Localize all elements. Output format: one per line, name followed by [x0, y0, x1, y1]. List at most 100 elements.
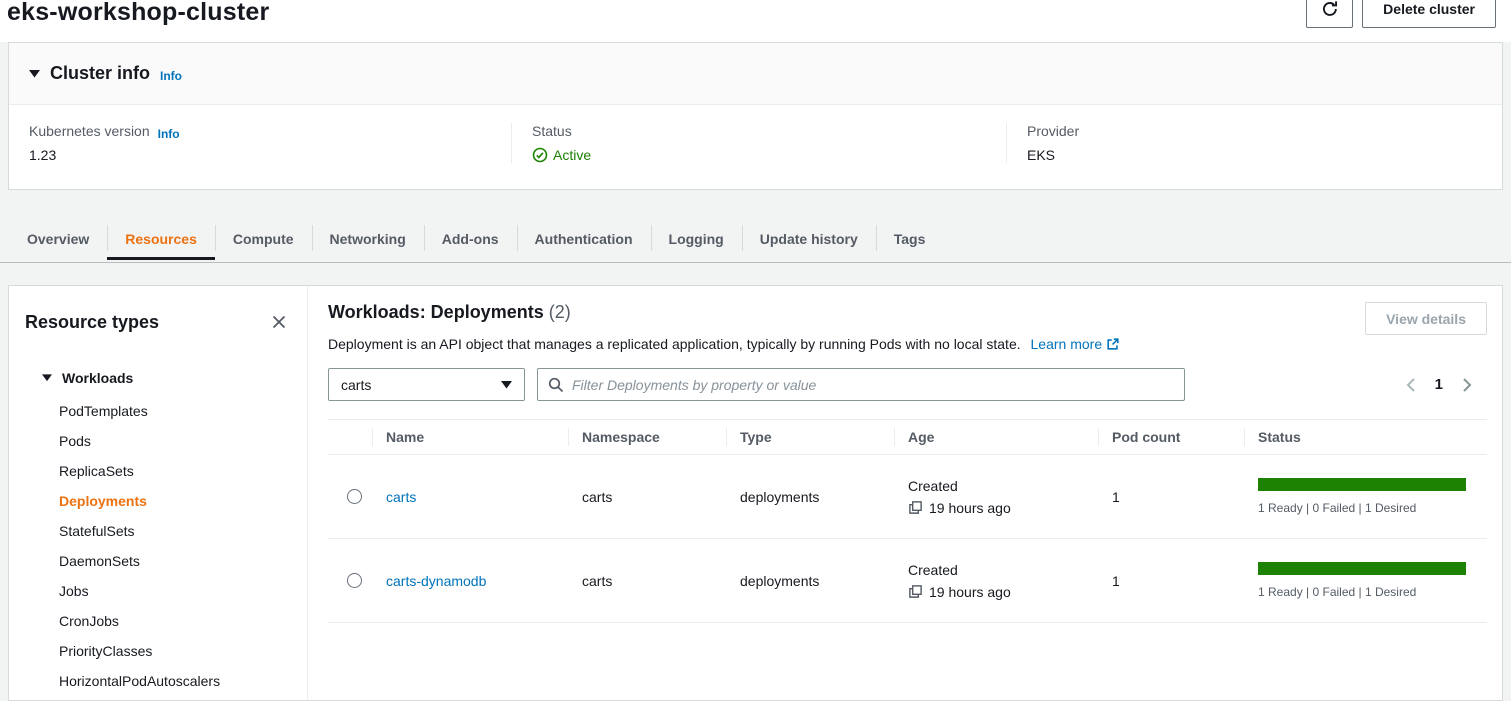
cell-type: deployments [726, 539, 894, 623]
tab-networking[interactable]: Networking [312, 215, 424, 262]
tab-update-history[interactable]: Update history [742, 215, 876, 262]
tab-authentication[interactable]: Authentication [517, 215, 651, 262]
sidebar-item-pods[interactable]: Pods [9, 426, 307, 456]
header-actions: Delete cluster [1306, 0, 1496, 28]
external-link-icon [1106, 337, 1120, 351]
chevron-left-icon [1405, 377, 1417, 393]
deployments-table: Name Namespace Type Age Pod count Status… [328, 419, 1487, 623]
resource-types-title: Resource types [25, 312, 159, 333]
selection-column-header [328, 420, 372, 455]
cell-status: 1 Ready | 0 Failed | 1 Desired [1244, 539, 1487, 623]
cluster-tabs: Overview Resources Compute Networking Ad… [0, 215, 1511, 263]
provider-label: Provider [1027, 123, 1079, 139]
copy-icon[interactable] [908, 584, 923, 599]
cell-status: 1 Ready | 0 Failed | 1 Desired [1244, 455, 1487, 539]
sidebar-item-deployments[interactable]: Deployments [9, 486, 307, 516]
sidebar-item-podtemplates[interactable]: PodTemplates [9, 396, 307, 426]
sidebar-item-cronjobs[interactable]: CronJobs [9, 606, 307, 636]
page-header: eks-workshop-cluster Delete cluster [0, 0, 1511, 42]
chevron-down-icon [42, 374, 52, 382]
deployments-panel: Workloads: Deployments (2) Deployment is… [308, 286, 1502, 700]
cell-age: Created 19 hours ago [894, 539, 1098, 623]
tab-compute[interactable]: Compute [215, 215, 312, 262]
column-header-pod-count: Pod count [1098, 420, 1244, 455]
page-title: eks-workshop-cluster [7, 0, 269, 27]
cell-type: deployments [726, 455, 894, 539]
column-header-age: Age [894, 420, 1098, 455]
status-caption: 1 Ready | 0 Failed | 1 Desired [1258, 501, 1477, 515]
column-header-name: Name [372, 420, 568, 455]
sidebar-item-statefulsets[interactable]: StatefulSets [9, 516, 307, 546]
delete-cluster-button[interactable]: Delete cluster [1362, 0, 1496, 28]
search-icon [548, 377, 564, 393]
deployments-description: Deployment is an API object that manages… [328, 334, 1120, 354]
resource-types-panel: Resource types Workloads PodTemplates Po… [9, 286, 308, 700]
sidebar-item-replicasets[interactable]: ReplicaSets [9, 456, 307, 486]
learn-more-link[interactable]: Learn more [1031, 334, 1121, 354]
status-progress-bar [1258, 562, 1466, 575]
cell-pod-count: 1 [1098, 455, 1244, 539]
status-label: Status [532, 123, 572, 139]
table-header-row: Name Namespace Type Age Pod count Status [328, 420, 1487, 455]
deployment-link-carts-dynamodb[interactable]: carts-dynamodb [386, 573, 486, 589]
sidebar-item-daemonsets[interactable]: DaemonSets [9, 546, 307, 576]
search-input[interactable] [572, 377, 1174, 393]
cell-namespace: carts [568, 455, 726, 539]
table-row: carts-dynamodb carts deployments Created… [328, 539, 1487, 623]
previous-page-button[interactable] [1403, 375, 1419, 395]
tab-logging[interactable]: Logging [651, 215, 742, 262]
field-kubernetes-version: Kubernetes version Info 1.23 [9, 123, 511, 163]
cell-namespace: carts [568, 539, 726, 623]
cluster-info-title: Cluster info [50, 63, 150, 84]
cluster-info-card: Cluster info Info Kubernetes version Inf… [8, 42, 1503, 190]
status-caption: 1 Ready | 0 Failed | 1 Desired [1258, 585, 1477, 599]
pagination: 1 [1403, 375, 1487, 395]
sidebar-item-horizontalpodautoscalers[interactable]: HorizontalPodAutoscalers [9, 666, 307, 696]
resource-filter-select[interactable]: carts [328, 368, 525, 401]
column-header-status: Status [1244, 420, 1487, 455]
sidebar-item-priorityclasses[interactable]: PriorityClasses [9, 636, 307, 666]
tab-tags[interactable]: Tags [876, 215, 944, 262]
tree-group-workloads[interactable]: Workloads [9, 366, 307, 390]
tab-overview[interactable]: Overview [9, 215, 107, 262]
copy-icon[interactable] [908, 500, 923, 515]
table-row: carts carts deployments Created 19 hours… [328, 455, 1487, 539]
resource-type-list: PodTemplates Pods ReplicaSets Deployment… [9, 396, 307, 696]
provider-value: EKS [1027, 147, 1482, 163]
close-panel-button[interactable] [267, 310, 291, 334]
kubernetes-version-info-link[interactable]: Info [158, 127, 180, 141]
page-number[interactable]: 1 [1435, 376, 1443, 393]
deployments-count: (2) [549, 302, 571, 322]
field-provider: Provider EKS [1006, 123, 1502, 163]
sidebar-item-jobs[interactable]: Jobs [9, 576, 307, 606]
chevron-right-icon [1461, 377, 1473, 393]
collapse-caret-icon [29, 70, 40, 78]
row-radio-carts-dynamodb[interactable] [347, 573, 362, 588]
cluster-info-header[interactable]: Cluster info Info [9, 43, 1502, 105]
deployments-title: Workloads: Deployments (2) [328, 302, 1120, 323]
next-page-button[interactable] [1459, 375, 1475, 395]
tab-resources[interactable]: Resources [107, 215, 215, 262]
resource-filter-value: carts [341, 377, 371, 393]
close-icon [271, 314, 287, 330]
search-box [537, 368, 1185, 401]
status-active-check-icon [532, 147, 548, 163]
cell-age: Created 19 hours ago [894, 455, 1098, 539]
status-active-text: Active [553, 147, 591, 163]
cell-pod-count: 1 [1098, 539, 1244, 623]
tab-add-ons[interactable]: Add-ons [424, 215, 517, 262]
status-progress-bar [1258, 478, 1466, 491]
refresh-button[interactable] [1306, 0, 1353, 28]
status-value: Active [532, 147, 986, 163]
select-caret-icon [501, 381, 512, 389]
deployment-link-carts[interactable]: carts [386, 489, 416, 505]
kubernetes-version-value: 1.23 [29, 147, 491, 163]
row-radio-carts[interactable] [347, 489, 362, 504]
resources-content-card: Resource types Workloads PodTemplates Po… [8, 285, 1503, 701]
view-details-button[interactable]: View details [1365, 302, 1487, 335]
cluster-info-fields: Kubernetes version Info 1.23 Status Acti… [9, 105, 1502, 189]
column-header-namespace: Namespace [568, 420, 726, 455]
tree-group-workloads-label: Workloads [62, 370, 133, 386]
cluster-info-info-link[interactable]: Info [160, 69, 182, 83]
refresh-icon [1321, 0, 1339, 18]
